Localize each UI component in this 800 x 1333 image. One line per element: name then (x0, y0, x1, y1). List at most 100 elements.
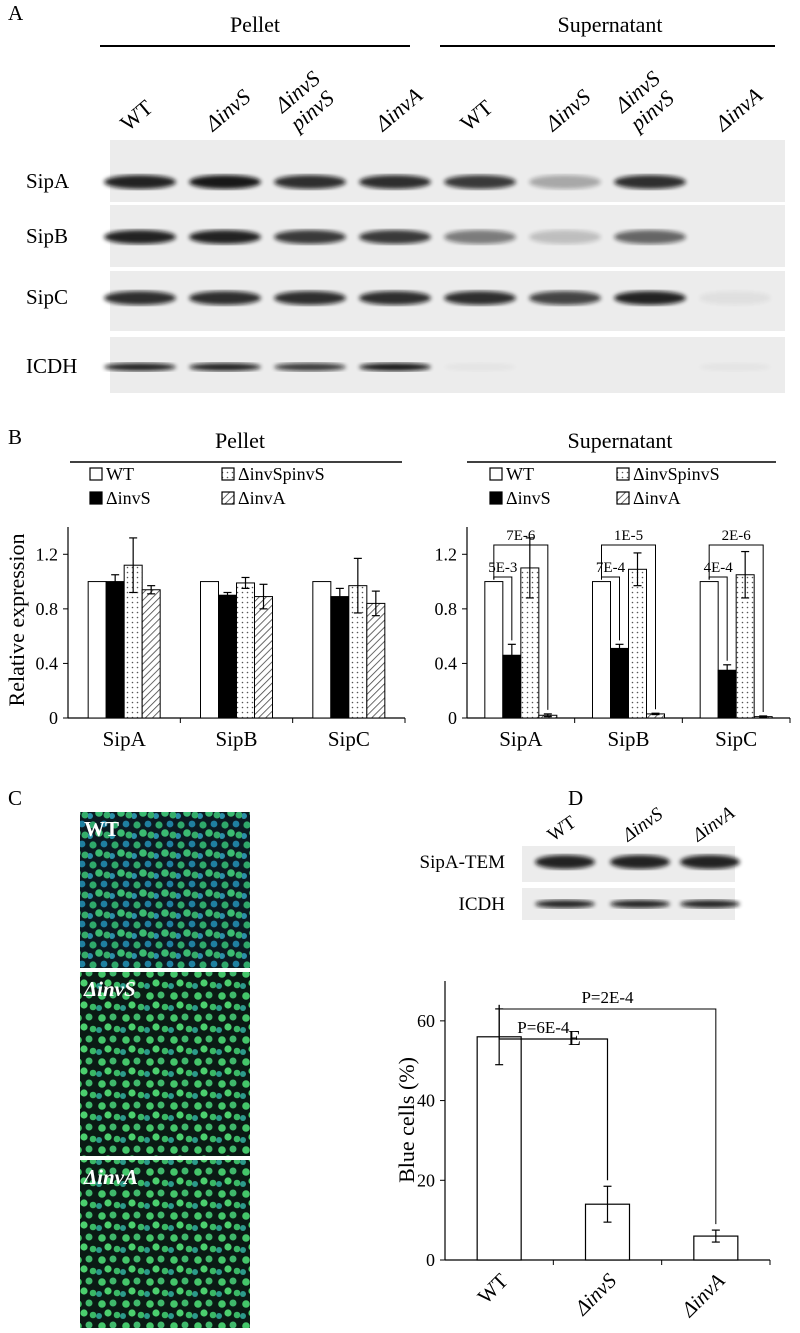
band (359, 230, 431, 244)
band (535, 855, 595, 869)
error-bar (723, 664, 732, 677)
band (274, 363, 346, 371)
lane-label: ΔinvA (688, 802, 739, 846)
lane-label: ΔinvSpinvS (609, 66, 679, 137)
band (359, 291, 431, 305)
row-label: SipC (26, 285, 68, 309)
band (359, 363, 431, 371)
y-axis-label: Blue cells (%) (394, 1057, 419, 1183)
bar (87, 581, 107, 719)
band (189, 291, 261, 305)
band (614, 291, 686, 305)
legend-label: ΔinvA (238, 488, 286, 508)
legend-swatch (221, 491, 235, 505)
significance-bracket (498, 1004, 717, 1225)
bar (628, 568, 647, 719)
panel-label: B (8, 425, 22, 449)
x-tick-label: SipB (607, 727, 649, 751)
lane-label-line: ΔinvS (199, 84, 255, 136)
lane-label: ΔinvA (709, 82, 767, 136)
y-tick-label: 20 (417, 1170, 435, 1190)
bar (484, 581, 504, 719)
error-bar (111, 574, 120, 589)
y-tick-label: 1.2 (435, 544, 458, 564)
x-tick-label: ΔinvS (569, 1268, 621, 1320)
band (104, 291, 176, 305)
lane-label: WT (455, 94, 498, 135)
group-label: Supernatant (557, 12, 662, 37)
legend-swatch (616, 491, 630, 505)
band (610, 900, 670, 908)
bar (717, 669, 737, 719)
x-tick-label: ΔinvA (676, 1268, 730, 1322)
blot-row (110, 140, 785, 202)
error-bar (543, 713, 552, 718)
lane-label-line: ΔinvS (539, 84, 595, 136)
p-value: 2E-6 (722, 528, 752, 544)
y-tick-label: 0.8 (36, 599, 59, 619)
band (274, 230, 346, 244)
error-bar (241, 576, 250, 589)
bar (254, 596, 273, 719)
y-tick-label: 1.2 (36, 544, 59, 564)
band (535, 900, 595, 908)
bar (476, 1036, 522, 1261)
band (104, 363, 176, 371)
micrograph (80, 1160, 250, 1328)
band (104, 175, 176, 189)
legend-swatch (616, 467, 630, 481)
band (680, 900, 740, 908)
micrograph-label: WT (84, 817, 119, 841)
bar (141, 589, 161, 719)
band (614, 230, 686, 244)
error-bar (711, 1229, 720, 1243)
y-tick-label: 0 (448, 708, 457, 728)
legend-swatch (489, 491, 503, 505)
bar (366, 602, 386, 719)
band (699, 363, 771, 371)
band (614, 175, 686, 189)
y-axis-label: Relative expression (4, 534, 29, 707)
p-value: 1E-5 (614, 528, 643, 544)
bar (200, 581, 219, 719)
bar (312, 581, 332, 719)
error-bar (259, 583, 268, 610)
lane-label: ΔinvS (199, 84, 255, 136)
band (104, 230, 176, 244)
bar (105, 581, 125, 719)
legend-label: ΔinvA (633, 488, 681, 508)
legend-label: WT (106, 464, 134, 484)
band (189, 175, 261, 189)
bar (218, 594, 237, 719)
error-bar (603, 1185, 612, 1223)
chart-title: Pellet (215, 428, 265, 453)
legend-label: ΔinvSpinvS (238, 464, 325, 484)
lane-label-line: ΔinvA (369, 82, 427, 136)
band (529, 175, 601, 189)
panel-label: D (568, 786, 583, 810)
x-tick-label: SipA (499, 727, 543, 751)
row-label: ICDH (26, 354, 77, 378)
p-value: 7E-4 (596, 560, 626, 576)
panel-label: A (8, 1, 24, 25)
band (444, 230, 516, 244)
error-bar (223, 591, 232, 599)
error-bar (633, 552, 642, 587)
significance-bracket (708, 544, 764, 712)
panel-label: C (8, 786, 22, 810)
legend-label: WT (506, 464, 534, 484)
lane-label: ΔinvS (618, 803, 667, 846)
band (529, 291, 601, 305)
lane-label-line: WT (115, 94, 158, 135)
micrograph (80, 812, 250, 968)
legend-label: ΔinvS (106, 488, 151, 508)
y-tick-label: 0.4 (36, 653, 59, 673)
bar (592, 581, 611, 719)
p-value: P=6E-4 (517, 1018, 570, 1037)
error-bar (525, 537, 534, 599)
chart-title: Supernatant (567, 428, 672, 453)
significance-bracket (601, 544, 656, 710)
bar (330, 596, 350, 719)
y-tick-label: 0 (426, 1250, 435, 1270)
